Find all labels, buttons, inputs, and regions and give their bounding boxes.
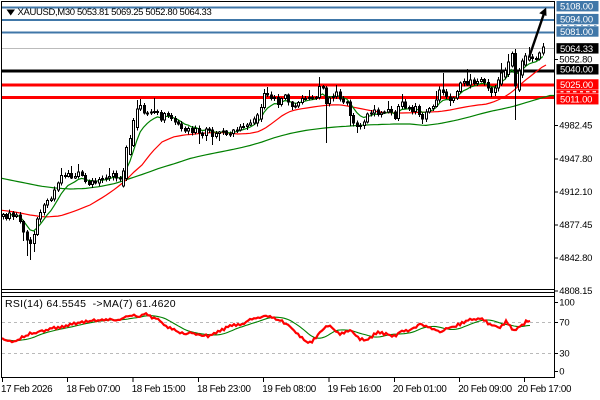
svg-text:4808.15: 4808.15: [559, 286, 592, 297]
svg-text:18 Feb 07:00: 18 Feb 07:00: [66, 384, 120, 395]
svg-text:20 Feb 09:00: 20 Feb 09:00: [458, 384, 512, 395]
svg-text:18 Feb 23:00: 18 Feb 23:00: [197, 384, 251, 395]
svg-text:18 Feb 15:00: 18 Feb 15:00: [132, 384, 186, 395]
svg-text:19 Feb 08:00: 19 Feb 08:00: [262, 384, 316, 395]
svg-text:20 Feb 01:00: 20 Feb 01:00: [393, 384, 447, 395]
svg-text:4912.10: 4912.10: [559, 187, 592, 198]
svg-text:5025.00: 5025.00: [560, 80, 593, 91]
svg-text:5011.00: 5011.00: [560, 95, 592, 106]
svg-text:4877.45: 4877.45: [559, 220, 592, 231]
svg-text:100: 100: [559, 297, 574, 308]
svg-text:19 Feb 16:00: 19 Feb 16:00: [328, 384, 382, 395]
svg-text:4982.45: 4982.45: [559, 121, 592, 132]
svg-text:30: 30: [559, 348, 569, 359]
svg-text:17 Feb 2026: 17 Feb 2026: [1, 384, 53, 395]
svg-text:5052.80: 5052.80: [559, 55, 592, 66]
svg-text:5094.00: 5094.00: [560, 15, 593, 26]
svg-text:5064.33: 5064.33: [560, 44, 593, 55]
svg-text:5040.00: 5040.00: [560, 65, 593, 76]
svg-text:0: 0: [559, 367, 564, 378]
svg-text:4947.80: 4947.80: [559, 154, 592, 165]
svg-text:XAUUSD,M30 5053.81 5069.25 50: XAUUSD,M30 5053.81 5069.25 5052.80 5064.…: [18, 7, 212, 18]
svg-text:5081.00: 5081.00: [560, 27, 593, 38]
svg-text:4842.80: 4842.80: [559, 253, 592, 264]
svg-text:RSI(14) 64.5545 ->MA(7) 61.46: RSI(14) 64.5545 ->MA(7) 61.4620: [5, 298, 176, 310]
svg-text:20 Feb 17:00: 20 Feb 17:00: [518, 384, 572, 395]
svg-text:70: 70: [559, 317, 569, 328]
svg-text:5108.00: 5108.00: [560, 2, 593, 13]
